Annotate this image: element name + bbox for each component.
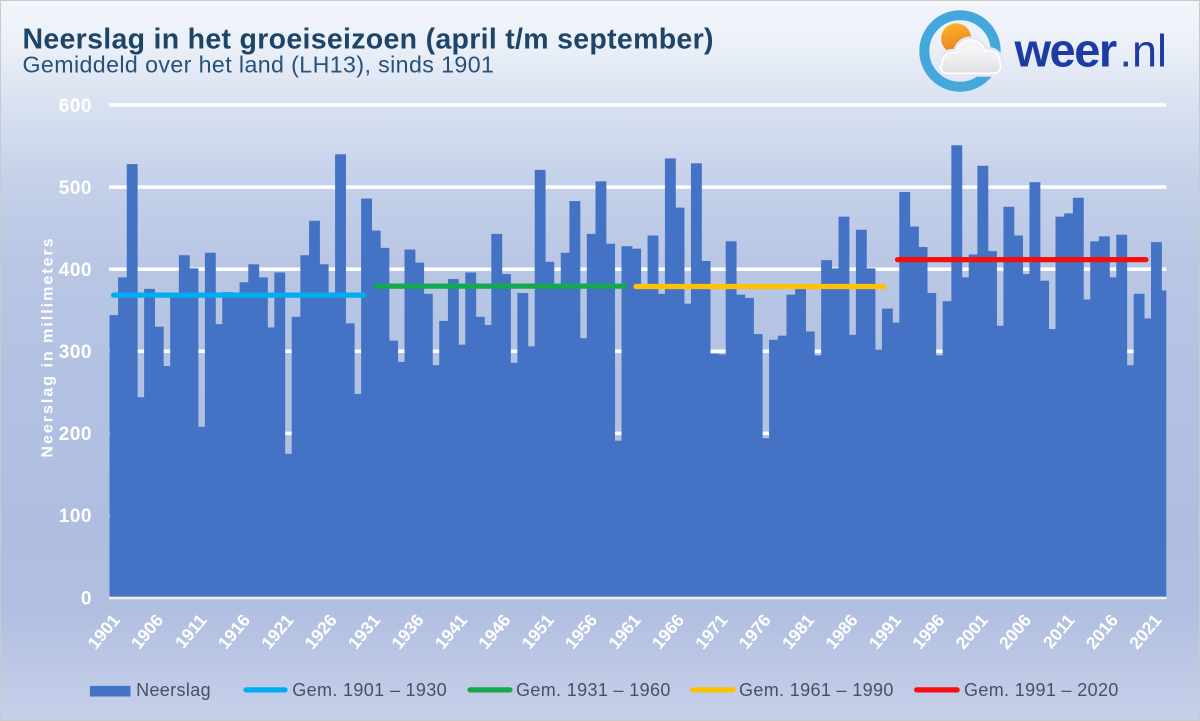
svg-text:2016: 2016 bbox=[1082, 610, 1123, 653]
svg-text:1926: 1926 bbox=[301, 610, 342, 653]
svg-text:1921: 1921 bbox=[257, 610, 298, 653]
svg-text:2006: 2006 bbox=[995, 610, 1036, 653]
svg-text:1906: 1906 bbox=[127, 610, 168, 653]
svg-text:1946: 1946 bbox=[474, 610, 515, 653]
svg-text:100: 100 bbox=[59, 506, 92, 527]
svg-text:300: 300 bbox=[59, 342, 92, 363]
svg-text:1956: 1956 bbox=[561, 610, 602, 653]
svg-text:1966: 1966 bbox=[648, 610, 689, 653]
svg-text:2001: 2001 bbox=[952, 610, 993, 653]
svg-text:Gem. 1931 – 1960: Gem. 1931 – 1960 bbox=[516, 680, 671, 700]
svg-text:1936: 1936 bbox=[387, 610, 428, 653]
svg-text:500: 500 bbox=[59, 178, 92, 199]
svg-text:0: 0 bbox=[81, 588, 92, 609]
svg-text:1981: 1981 bbox=[778, 610, 819, 653]
svg-text:weer: weer bbox=[1014, 24, 1117, 77]
svg-text:1951: 1951 bbox=[518, 610, 559, 653]
svg-text:Gemiddeld over het land (LH13): Gemiddeld over het land (LH13), sinds 19… bbox=[23, 52, 495, 78]
svg-text:1986: 1986 bbox=[821, 610, 862, 653]
svg-text:Gem. 1991 – 2020: Gem. 1991 – 2020 bbox=[964, 680, 1119, 700]
svg-text:1961: 1961 bbox=[604, 610, 645, 653]
svg-text:1976: 1976 bbox=[735, 610, 776, 653]
svg-text:1991: 1991 bbox=[865, 610, 906, 653]
svg-text:1971: 1971 bbox=[691, 610, 732, 653]
svg-text:Gem. 1961 – 1990: Gem. 1961 – 1990 bbox=[739, 680, 894, 700]
svg-text:400: 400 bbox=[59, 260, 92, 281]
svg-text:200: 200 bbox=[59, 424, 92, 445]
svg-text:600: 600 bbox=[59, 96, 92, 117]
svg-text:2011: 2011 bbox=[1039, 610, 1079, 652]
svg-text:Neerslag in het groeiseizoen (: Neerslag in het groeiseizoen (april t/m … bbox=[23, 24, 714, 56]
svg-text:Neerslag in millimeters: Neerslag in millimeters bbox=[40, 236, 57, 457]
svg-text:.nl: .nl bbox=[1120, 26, 1168, 77]
svg-text:1931: 1931 bbox=[344, 610, 385, 653]
svg-text:1911: 1911 bbox=[171, 610, 211, 652]
svg-text:Gem. 1901 – 1930: Gem. 1901 – 1930 bbox=[292, 680, 447, 700]
svg-text:1996: 1996 bbox=[908, 610, 949, 653]
svg-text:1901: 1901 bbox=[84, 610, 125, 653]
svg-text:2021: 2021 bbox=[1125, 610, 1166, 653]
svg-text:1941: 1941 bbox=[431, 610, 472, 653]
svg-text:1916: 1916 bbox=[214, 610, 255, 653]
svg-text:Neerslag: Neerslag bbox=[136, 680, 211, 700]
